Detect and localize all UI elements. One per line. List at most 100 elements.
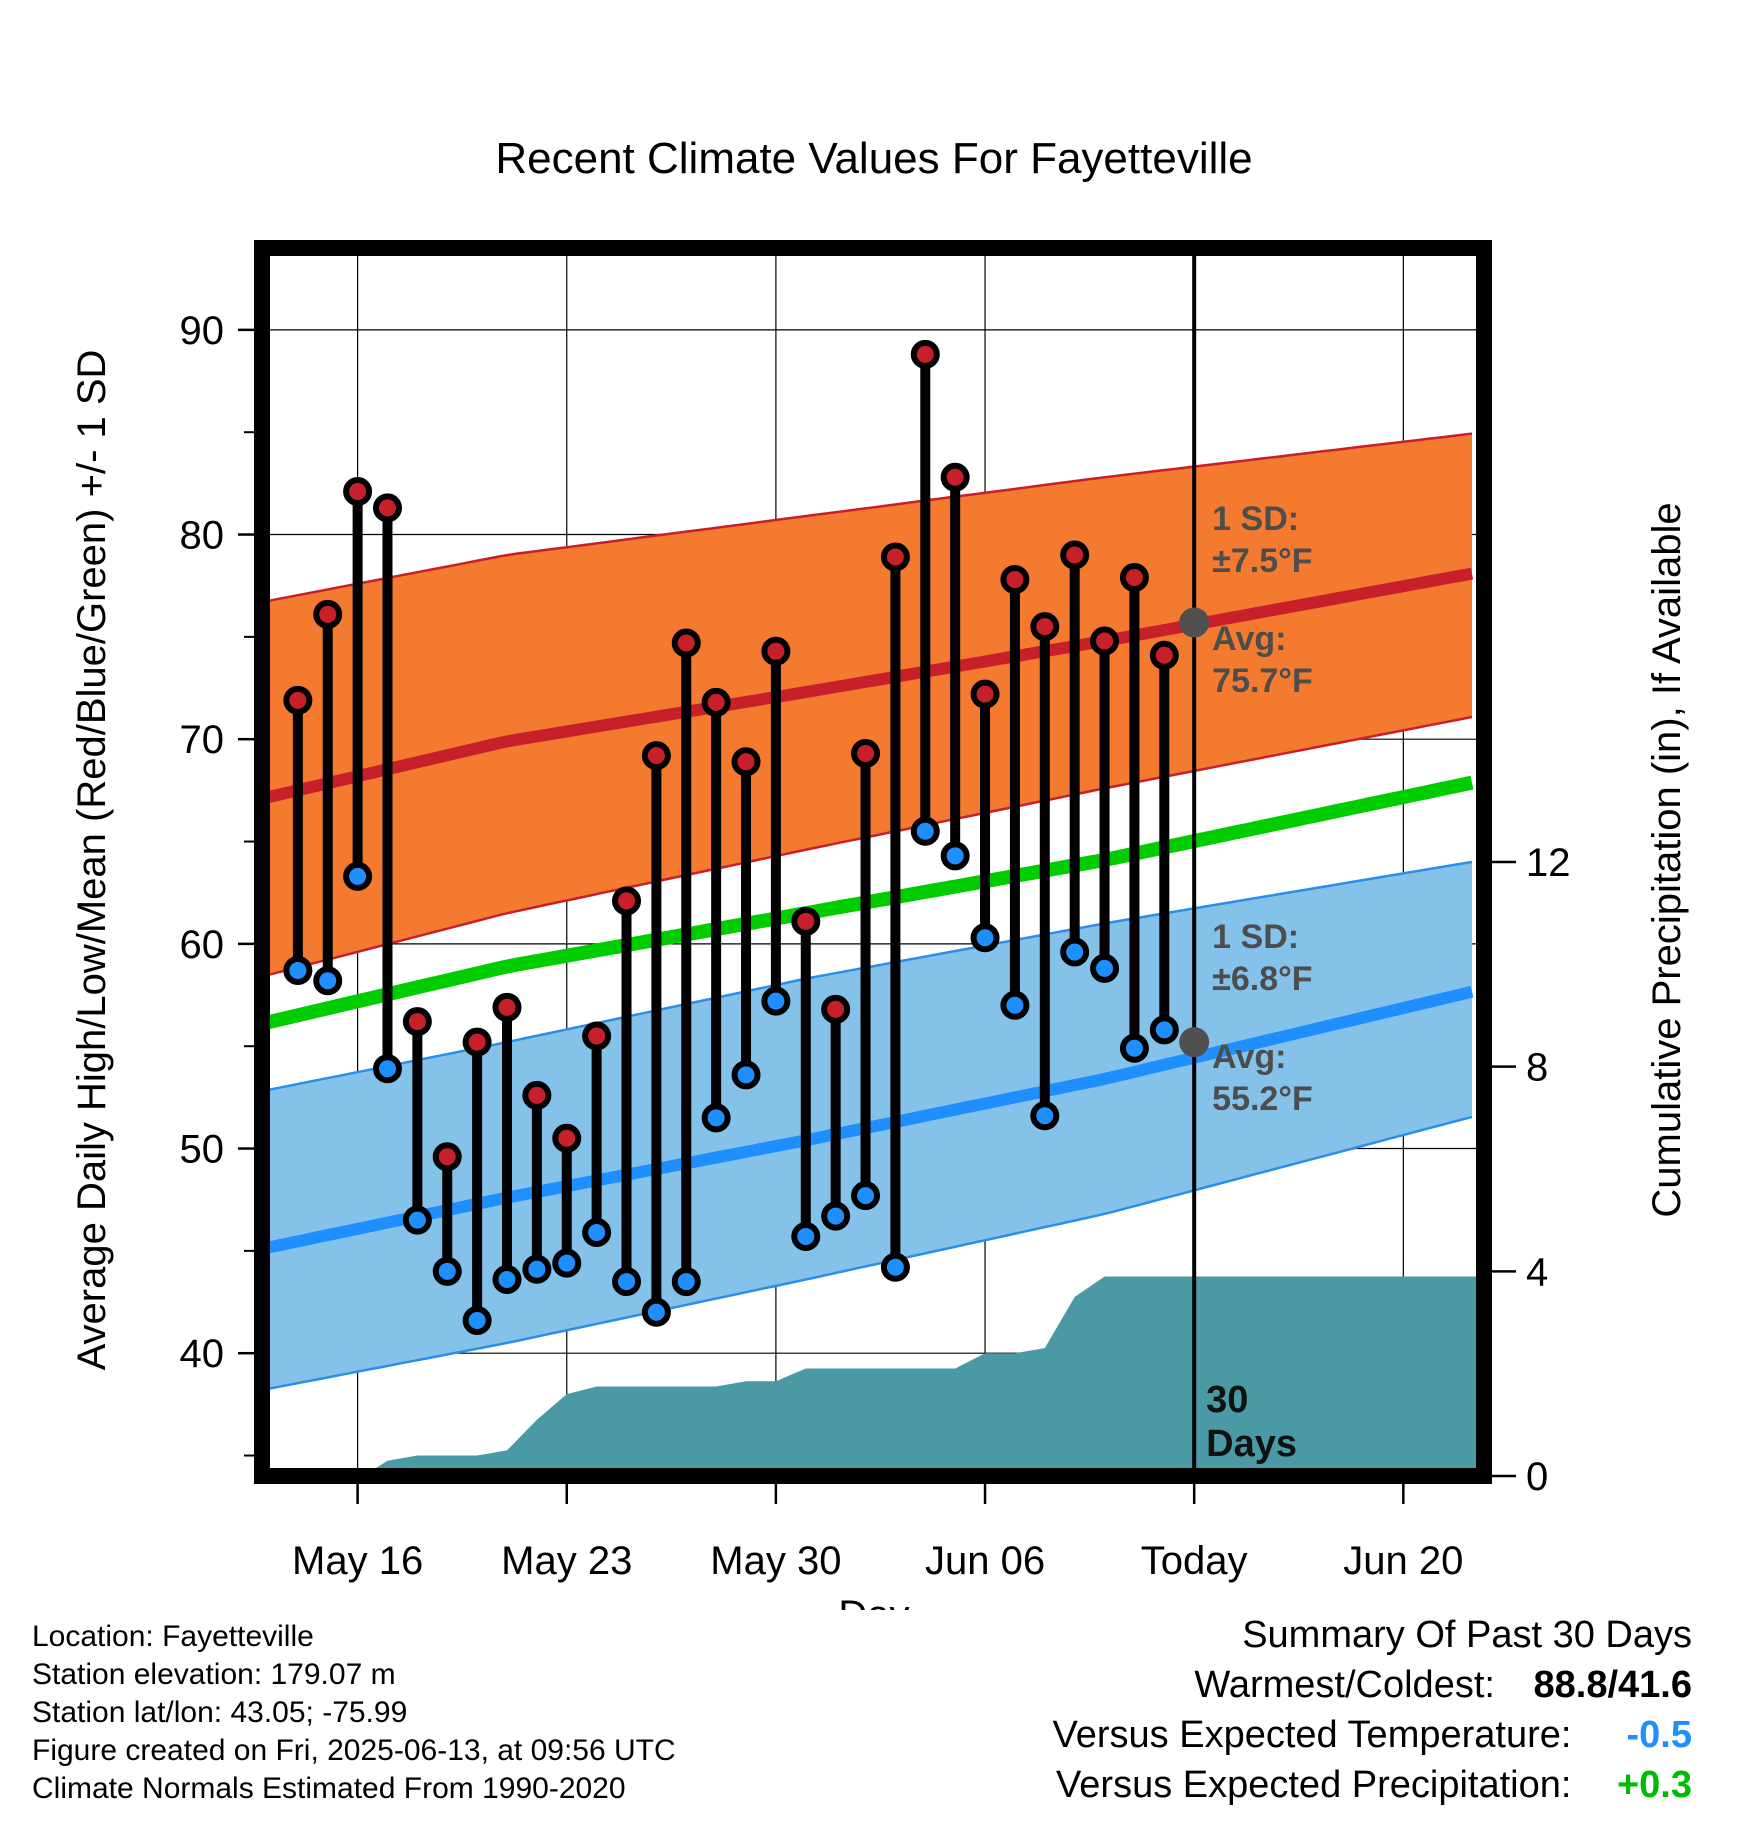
high-avg-label: Avg: [1212, 620, 1286, 658]
low-point [731, 1060, 761, 1090]
summary-title: Summary Of Past 30 Days [1242, 1614, 1692, 1656]
high-point [701, 687, 731, 717]
high-sd-label: 1 SD: [1212, 500, 1299, 538]
low-point [462, 1305, 492, 1335]
low-point [641, 1297, 671, 1327]
today-low-avg-marker [1179, 1027, 1210, 1058]
x-tick-label: Jun 20 [1343, 1539, 1463, 1583]
y2-tick-label: 8 [1526, 1046, 1548, 1090]
high-point [1030, 612, 1060, 642]
high-point [731, 747, 761, 777]
high-point [910, 339, 940, 369]
low-point [1030, 1101, 1060, 1131]
y2-tick-label: 4 [1526, 1250, 1548, 1294]
high-band-upper-edge [261, 432, 1473, 604]
x-tick-label: Today [1141, 1539, 1248, 1583]
summary-warm-cold: Warmest/Coldest: 88.8/41.6 [1053, 1660, 1692, 1710]
high-point [940, 462, 970, 492]
temp-value: -0.5 [1626, 1714, 1692, 1756]
high-point [343, 477, 373, 507]
high-point [1149, 640, 1179, 670]
days-count: 30 [1206, 1379, 1248, 1421]
low-point [821, 1201, 851, 1231]
low-point [671, 1267, 701, 1297]
y-tick-label: 40 [180, 1332, 225, 1376]
low-point [851, 1181, 881, 1211]
plot-area: 1 SD: ±7.5°F Avg: 75.7°F 1 SD: ±6.8°F Avg: 55.2… [180, 240, 1571, 1583]
high-point [582, 1021, 612, 1051]
high-point [402, 1007, 432, 1037]
high-point [880, 542, 910, 572]
chart-title: Recent Climate Values For Fayetteville [495, 134, 1252, 183]
high-point [791, 906, 821, 936]
low-point [880, 1252, 910, 1282]
x-tick-label: May 16 [292, 1539, 423, 1583]
low-point [283, 955, 313, 985]
high-point [313, 599, 343, 629]
low-point [313, 966, 343, 996]
high-point [612, 886, 642, 916]
low-point [1090, 953, 1120, 983]
low-sd-value: ±6.8°F [1212, 960, 1312, 998]
low-avg-label: Avg: [1212, 1038, 1286, 1076]
summary-precip: Versus Expected Precipitation: +0.3 [1053, 1760, 1692, 1810]
summary-panel: Summary Of Past 30 Days Warmest/Coldest:… [1053, 1610, 1692, 1810]
x-tick-label: May 30 [710, 1539, 841, 1583]
low-point [970, 923, 1000, 953]
precip-area [363, 1276, 1484, 1476]
low-point [940, 841, 970, 871]
low-point [761, 986, 791, 1016]
high-point [970, 679, 1000, 709]
low-point [402, 1205, 432, 1235]
low-point [910, 816, 940, 846]
latlon-text: Station lat/lon: 43.05; -75.99 [32, 1696, 408, 1729]
x-tick-label: May 23 [501, 1539, 632, 1583]
low-point [612, 1267, 642, 1297]
low-point [1060, 937, 1090, 967]
high-point [1090, 626, 1120, 656]
high-point [283, 685, 313, 715]
temp-label: Versus Expected Temperature: [1052, 1714, 1572, 1756]
high-sd-value: ±7.5°F [1212, 542, 1312, 580]
y2-tick-label: 0 [1526, 1455, 1548, 1499]
low-point [372, 1054, 402, 1084]
precip-label: Versus Expected Precipitation: [1056, 1764, 1572, 1806]
summary-temp: Versus Expected Temperature: -0.5 [1053, 1710, 1692, 1760]
location-text: Location: Fayetteville [32, 1620, 314, 1653]
high-normal-line [260, 567, 1474, 805]
plot-frame [254, 240, 1492, 1484]
high-point [1119, 563, 1149, 593]
precip-value: +0.3 [1616, 1764, 1692, 1806]
y-tick-label: 50 [180, 1128, 225, 1172]
low-point [1149, 1015, 1179, 1045]
high-avg-value: 75.7°F [1212, 662, 1313, 700]
y-tick-label: 80 [180, 514, 225, 558]
high-point [492, 992, 522, 1022]
high-point [761, 636, 791, 666]
high-sd-band [262, 433, 1472, 977]
high-point [821, 994, 851, 1024]
low-avg-value: 55.2°F [1212, 1080, 1313, 1118]
created-text: Figure created on Fri, 2025-06-13, at 09… [32, 1734, 676, 1767]
low-point [582, 1217, 612, 1247]
high-point [641, 741, 671, 771]
low-point [701, 1103, 731, 1133]
y2-tick-label: 12 [1526, 841, 1571, 885]
y-tick-label: 90 [180, 309, 225, 353]
low-sd-label: 1 SD: [1212, 918, 1299, 956]
x-tick-label: Jun 06 [925, 1539, 1045, 1583]
station-info: Location: Fayetteville Station elevation… [32, 1618, 676, 1808]
high-point [462, 1027, 492, 1057]
high-point [432, 1142, 462, 1172]
y-tick-label: 70 [180, 718, 225, 762]
low-point [432, 1256, 462, 1286]
low-point [343, 861, 373, 891]
y-tick-label: 60 [180, 923, 225, 967]
low-point [1119, 1033, 1149, 1063]
x-axis-title: Day [838, 1593, 909, 1610]
days-unit: Days [1206, 1423, 1297, 1465]
high-point [522, 1080, 552, 1110]
high-point [552, 1123, 582, 1153]
high-point [671, 628, 701, 658]
elevation-text: Station elevation: 179.07 m [32, 1658, 396, 1691]
